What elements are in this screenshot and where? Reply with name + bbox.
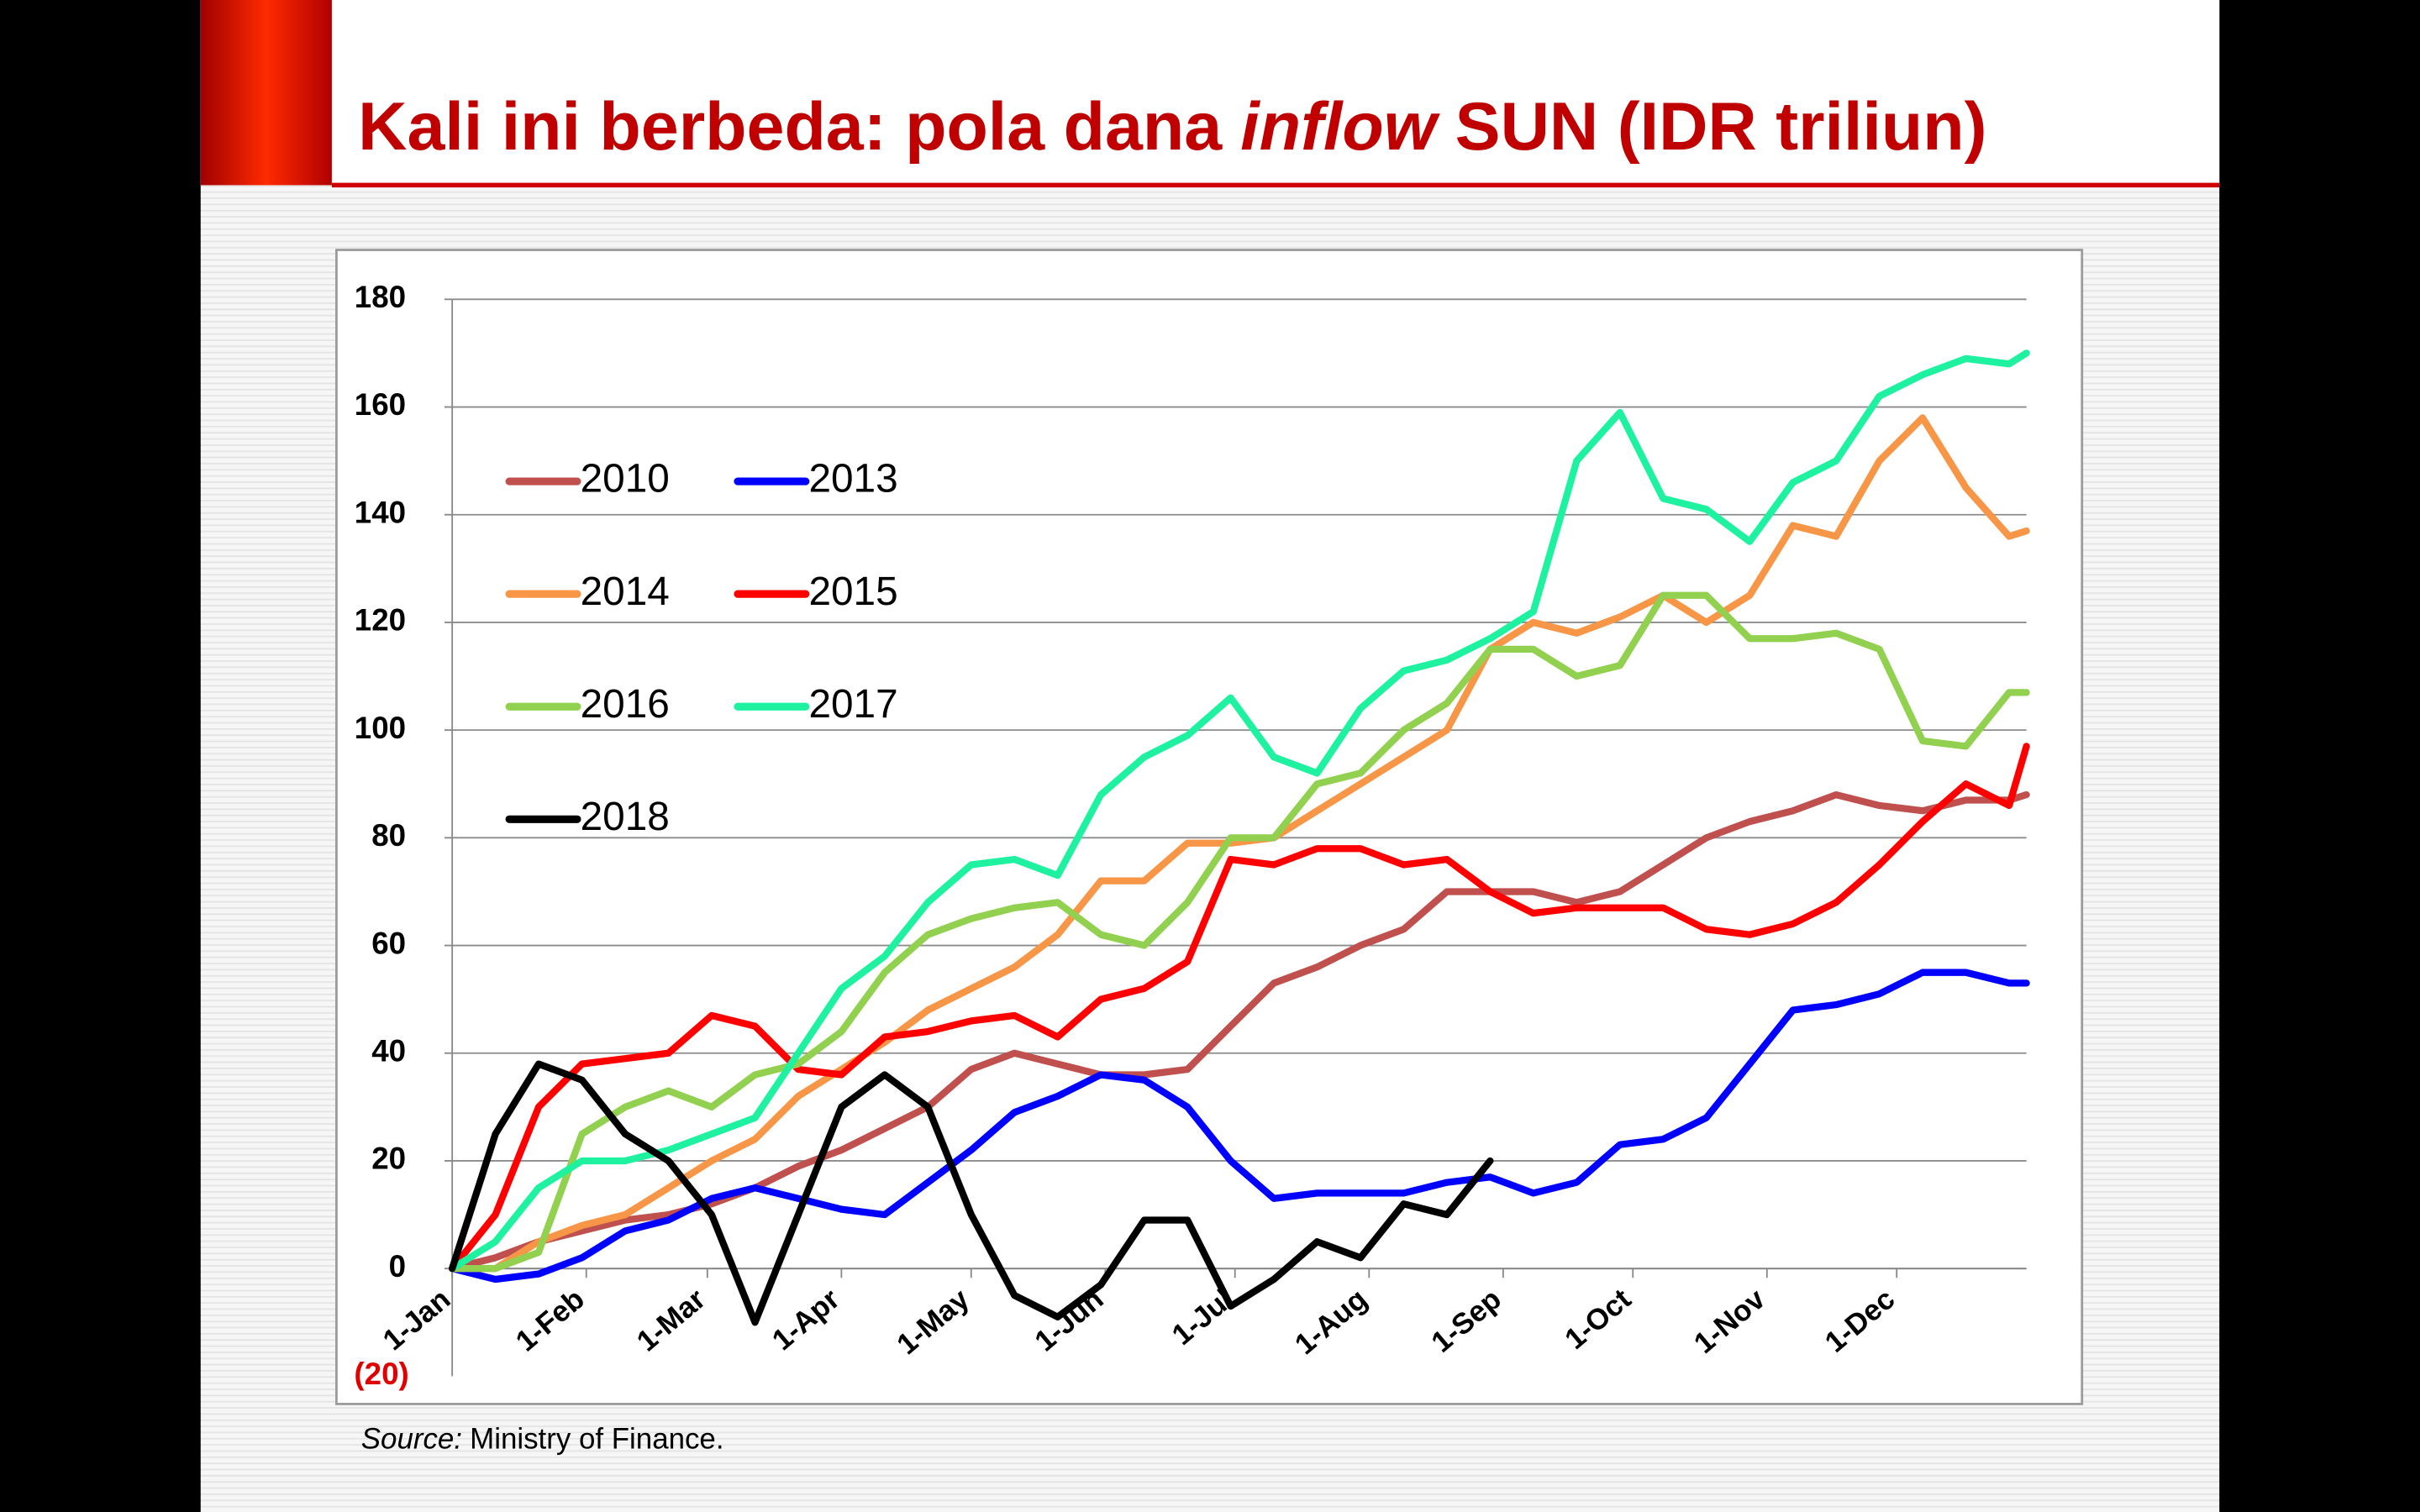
y-tick-label: 180 (355, 280, 406, 314)
series-line (449, 969, 2030, 1284)
title-emphasis: inflow (1240, 89, 1441, 165)
header-accent (200, 0, 332, 186)
series-line (449, 591, 2030, 1273)
source-note: Source: Ministry of Finance. (361, 1423, 724, 1456)
y-tick-label: (20) (354, 1357, 408, 1391)
legend-label: 2016 (581, 682, 670, 727)
header-background (200, 0, 2220, 186)
y-tick-label: 0 (389, 1249, 406, 1284)
y-tick-label: 100 (355, 711, 406, 745)
legend-label: 2018 (581, 795, 670, 839)
source-text: Ministry of Finance. (470, 1423, 723, 1456)
y-tick-label: 60 (371, 926, 406, 960)
series-line (449, 743, 2030, 1273)
legend-label: 2015 (808, 570, 897, 614)
y-tick-label: 40 (371, 1033, 406, 1068)
series-line (449, 790, 2030, 1273)
y-tick-label: 120 (355, 603, 406, 638)
series-line (449, 1060, 1494, 1326)
chart-title: Kali ini berbeda: pola dana inflow SUN (ID… (358, 89, 1986, 165)
legend-label: 2013 (808, 457, 897, 501)
series-line (449, 349, 2030, 1273)
y-tick-label: 80 (371, 818, 406, 853)
title-part: SUN (IDR triliun) (1455, 89, 1987, 165)
title-part: Kali ini berbeda: pola dana (358, 89, 1223, 165)
y-tick-label: 20 (371, 1142, 406, 1176)
y-tick-label: 140 (355, 495, 406, 529)
source-label: Source: (361, 1423, 462, 1456)
legend-label: 2010 (581, 457, 670, 501)
legend-label: 2014 (581, 570, 670, 614)
legend-label: 2017 (808, 682, 897, 727)
y-tick-label: 160 (355, 387, 406, 422)
